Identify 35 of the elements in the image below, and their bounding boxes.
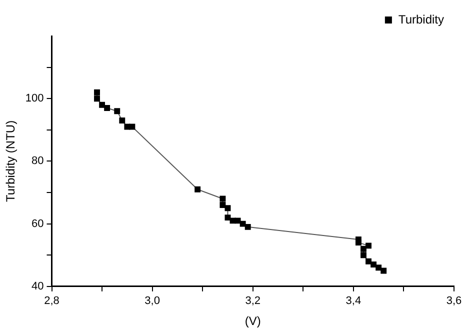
point bbox=[360, 252, 366, 258]
point bbox=[360, 246, 366, 252]
point bbox=[355, 240, 362, 246]
point bbox=[366, 242, 372, 249]
point bbox=[244, 224, 251, 230]
point bbox=[94, 96, 100, 102]
point bbox=[220, 202, 226, 208]
point bbox=[376, 264, 382, 271]
point bbox=[370, 262, 377, 268]
y-tick-label: 100 bbox=[25, 92, 44, 105]
point bbox=[220, 196, 226, 202]
point bbox=[234, 218, 241, 224]
y-tick-label: 80 bbox=[32, 155, 44, 168]
x-axis-title: (V) bbox=[244, 314, 261, 328]
x-tick-label: 3,4 bbox=[346, 295, 362, 308]
x-tick-label: 3,0 bbox=[144, 295, 160, 308]
point bbox=[366, 258, 372, 264]
point bbox=[224, 214, 231, 221]
y-tick-label: 60 bbox=[32, 218, 44, 230]
point bbox=[114, 108, 120, 114]
point bbox=[194, 186, 201, 192]
point bbox=[224, 205, 231, 212]
point bbox=[240, 220, 246, 227]
point bbox=[129, 124, 136, 130]
x-tick-label: 3,6 bbox=[446, 295, 462, 308]
y-axis-title: Turbidity (NTU) bbox=[4, 120, 18, 202]
y-tick-label: 40 bbox=[32, 280, 44, 292]
point bbox=[104, 105, 110, 111]
legend-label: Turbidity bbox=[398, 12, 444, 26]
x-tick-label: 2,8 bbox=[44, 295, 60, 308]
point bbox=[119, 118, 126, 124]
point bbox=[94, 89, 100, 96]
point bbox=[99, 102, 106, 108]
x-tick-label: 3,2 bbox=[245, 295, 261, 308]
point bbox=[380, 268, 387, 274]
